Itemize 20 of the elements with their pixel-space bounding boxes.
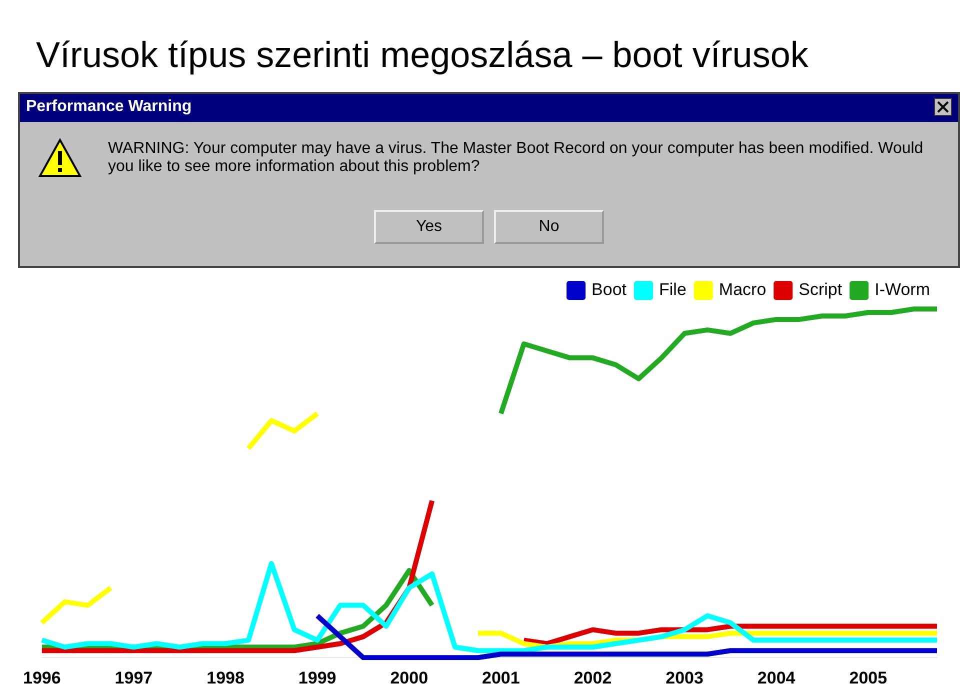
- legend-label: Boot: [592, 280, 627, 300]
- x-tick-label: 2000: [390, 668, 428, 688]
- x-tick-label: 2003: [666, 668, 704, 688]
- x-tick-label: 1998: [206, 668, 244, 688]
- legend-label: Macro: [718, 280, 766, 300]
- x-tick-label: 1999: [298, 668, 336, 688]
- text: Yes: [374, 210, 484, 244]
- x-tick-label: 1997: [114, 668, 153, 688]
- text: No: [494, 210, 604, 244]
- x-tick-label: 2005: [849, 668, 888, 688]
- x-tick-label: 2004: [757, 668, 796, 688]
- legend-label: I-Worm: [874, 280, 930, 300]
- x-tick-label: 2002: [574, 668, 612, 688]
- text: WARNING: Your computer may have a virus. The Master Boot Record on your computer has been modified. Would you like to see more information about this problem?: [108, 140, 924, 176]
- x-tick-label: 1996: [22, 668, 61, 688]
- text: Performance Warning: [26, 98, 192, 115]
- x-tick-label: 2001: [482, 668, 520, 688]
- legend-label: Script: [798, 280, 842, 300]
- chart-title: Vírusok típus szerinti megoszlása – boot vírusok: [36, 34, 808, 76]
- legend-label: File: [659, 280, 686, 300]
